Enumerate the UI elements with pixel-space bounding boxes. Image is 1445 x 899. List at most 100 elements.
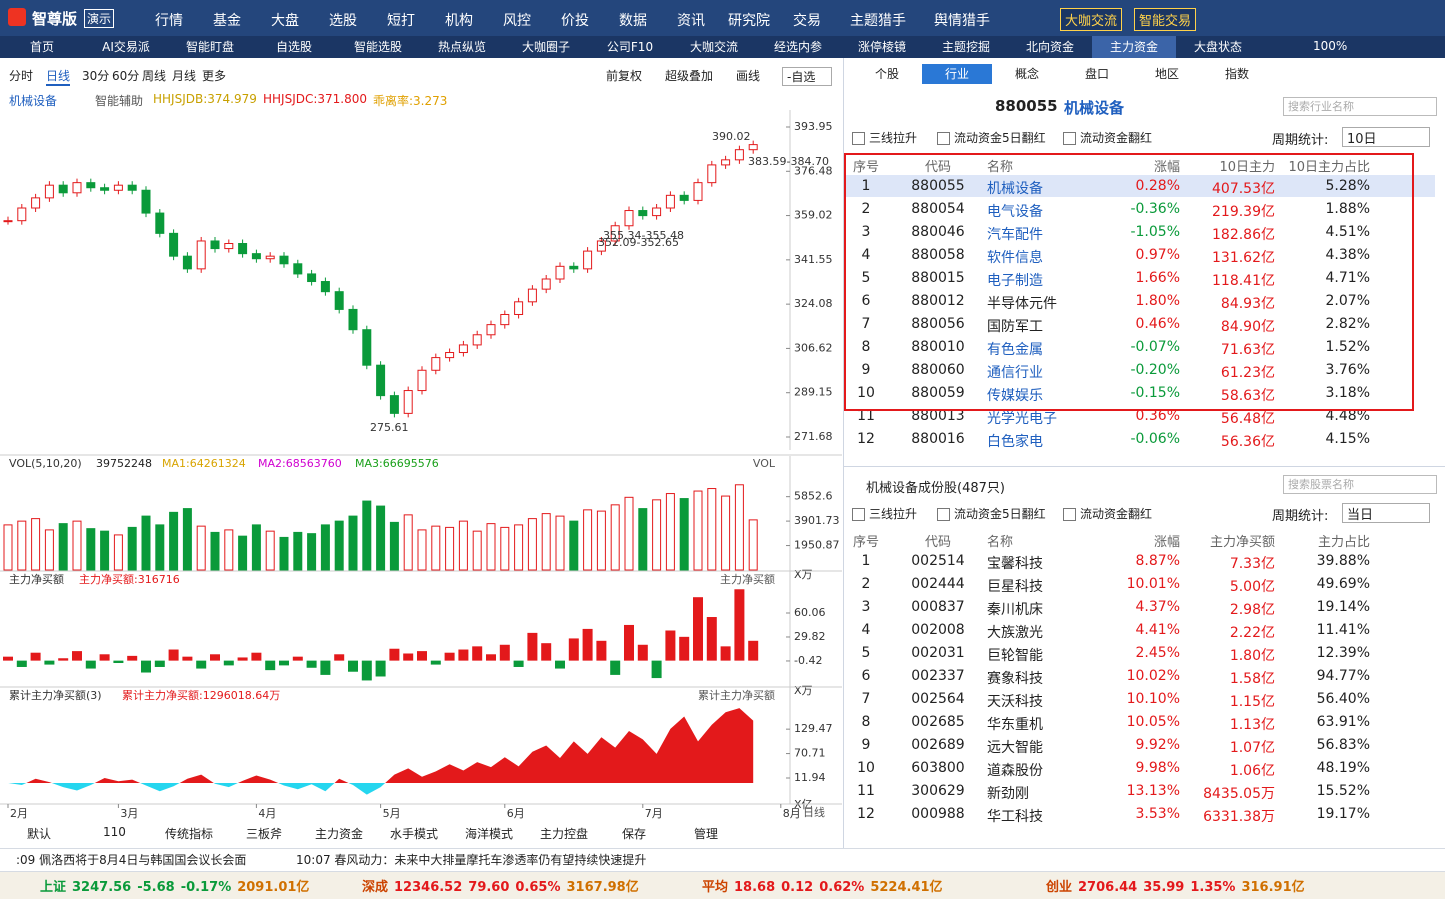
table-cell: 1.80% xyxy=(1135,293,1180,309)
search-box[interactable]: 搜索股票名称 xyxy=(1283,475,1437,494)
search-box[interactable]: 搜索行业名称 xyxy=(1283,97,1437,116)
table-cell: 11.41% xyxy=(1316,622,1370,638)
period-button[interactable]: 周线 xyxy=(142,69,167,83)
checkbox[interactable]: 流动资金翻红 xyxy=(1063,505,1152,522)
period-select[interactable]: 10日 xyxy=(1342,127,1430,147)
table-cell: 219.39亿 xyxy=(1212,204,1275,220)
news-item[interactable]: 10:07 春风动力：未来中大排量摩托车渗透率仍有望持续快速提升 xyxy=(296,853,647,867)
bottom-tab[interactable]: 110 xyxy=(103,825,126,839)
table-cell: 1.52% xyxy=(1325,339,1370,355)
table-header: 名称 xyxy=(987,160,1014,175)
menu-item[interactable]: 风控 xyxy=(503,13,531,29)
table-cell: 15.52% xyxy=(1316,783,1370,799)
news-item[interactable]: :09 佩洛西将于8月4日与韩国国会议长会面 xyxy=(16,853,247,867)
right-tab[interactable]: 地区 xyxy=(1154,67,1179,81)
bottom-tab[interactable]: 传统指标 xyxy=(165,827,214,841)
tab[interactable]: 北向资金 xyxy=(1025,40,1074,54)
toolbar-button[interactable]: -自选 xyxy=(782,67,833,86)
tab[interactable]: AI交易派 xyxy=(102,40,150,54)
quote-pct: -0.17% xyxy=(180,880,232,895)
period-button[interactable]: 分时 xyxy=(9,69,34,83)
checkbox-label: 流动资金5日翻红 xyxy=(954,507,1046,521)
menu-item[interactable]: 行情 xyxy=(155,13,183,29)
checkbox-label: 流动资金5日翻红 xyxy=(954,131,1046,145)
menu-item[interactable]: 舆情猎手 xyxy=(934,13,990,29)
tab[interactable]: 智能选股 xyxy=(353,40,402,54)
quote-amount: 5224.41亿 xyxy=(870,880,943,895)
right-tab[interactable]: 指数 xyxy=(1224,67,1249,81)
menu-item[interactable]: 选股 xyxy=(329,13,357,29)
bottom-tab[interactable]: 主力控盘 xyxy=(540,827,589,841)
index-quote: 上证 3247.56 -5.68 -0.17% 2091.01亿 xyxy=(40,876,315,895)
period-button[interactable]: 日线 xyxy=(46,67,71,86)
table-cell: 白色家电 xyxy=(987,434,1043,450)
menu-item[interactable]: 价投 xyxy=(561,13,589,29)
tab[interactable]: 热点纵览 xyxy=(437,40,486,54)
tab[interactable]: 大咖圈子 xyxy=(521,40,570,54)
menu-item[interactable]: 主题猎手 xyxy=(850,13,906,29)
table-cell: 新劲刚 xyxy=(987,786,1029,802)
checkbox-label: 流动资金翻红 xyxy=(1080,131,1153,145)
bottom-tab[interactable]: 海洋模式 xyxy=(465,827,514,841)
tab[interactable]: 公司F10 xyxy=(606,40,654,54)
checkbox[interactable]: 三线拉升 xyxy=(852,129,917,146)
menu-item[interactable]: 交易 xyxy=(793,13,821,29)
tab-bar xyxy=(0,36,1445,58)
tab[interactable]: 主力资金 xyxy=(1092,36,1176,58)
right-tab[interactable]: 概念 xyxy=(1014,67,1039,81)
bottom-tab[interactable]: 三板斧 xyxy=(246,827,283,841)
tab[interactable]: 自选股 xyxy=(275,40,312,54)
tab[interactable]: 大盘状态 xyxy=(1193,40,1242,54)
period-button[interactable]: 60分 xyxy=(112,69,140,83)
top-button[interactable]: 大咖交流 xyxy=(1060,8,1123,31)
table-cell: 4.48% xyxy=(1325,408,1370,424)
period-select[interactable]: 当日 xyxy=(1342,503,1430,523)
right-tab[interactable]: 个股 xyxy=(874,67,899,81)
menu-item[interactable]: 资讯 xyxy=(677,13,705,29)
table-cell: -0.15% xyxy=(1130,385,1180,401)
table-header: 主力占比 xyxy=(1317,535,1370,550)
menu-item[interactable]: 研究院 xyxy=(728,13,770,29)
period-button[interactable]: 更多 xyxy=(202,69,227,83)
bottom-tab[interactable]: 主力资金 xyxy=(315,827,364,841)
top-button[interactable]: 智能交易 xyxy=(1134,8,1197,31)
bottom-tab[interactable]: 管理 xyxy=(694,827,719,841)
tab[interactable]: 大咖交流 xyxy=(689,40,738,54)
tab[interactable]: 智能盯盘 xyxy=(185,40,234,54)
right-tab[interactable]: 盘口 xyxy=(1084,67,1109,81)
table-cell: 11 xyxy=(857,783,875,799)
quote-name: 上证 xyxy=(40,880,67,895)
table-cell: 5.00亿 xyxy=(1229,579,1275,595)
bottom-tab[interactable]: 默认 xyxy=(27,827,52,841)
table-cell: 880012 xyxy=(911,293,965,309)
checkbox[interactable]: 流动资金5日翻红 xyxy=(937,129,1046,146)
menu-item[interactable]: 机构 xyxy=(445,13,473,29)
checkbox[interactable]: 三线拉升 xyxy=(852,505,917,522)
period-button[interactable]: 月线 xyxy=(172,69,197,83)
table-cell: 56.83% xyxy=(1316,737,1370,753)
bottom-tab[interactable]: 保存 xyxy=(622,827,647,841)
table-cell: 传媒娱乐 xyxy=(987,388,1043,404)
checkbox[interactable]: 流动资金5日翻红 xyxy=(937,505,1046,522)
menu-item[interactable]: 大盘 xyxy=(271,13,299,29)
table-cell: 4.51% xyxy=(1325,224,1370,240)
right-tab[interactable]: 行业 xyxy=(922,64,992,84)
menu-item[interactable]: 基金 xyxy=(213,13,241,29)
bottom-tab[interactable]: 水手模式 xyxy=(390,827,439,841)
tab[interactable]: 经选内参 xyxy=(773,40,822,54)
table-cell: 天沃科技 xyxy=(987,694,1043,710)
checkbox-label: 三线拉升 xyxy=(869,131,918,145)
toolbar-button[interactable]: 画线 xyxy=(736,69,761,83)
table-cell: 880055 xyxy=(911,178,965,194)
toolbar-button[interactable]: 前复权 xyxy=(606,69,643,83)
tab[interactable]: 首页 xyxy=(29,40,54,54)
index-quote: 平均 18.68 0.12 0.62% 5224.41亿 xyxy=(702,876,949,895)
tab[interactable]: 涨停棱镜 xyxy=(857,40,906,54)
tab[interactable]: 主题挖掘 xyxy=(941,40,990,54)
period-button[interactable]: 30分 xyxy=(82,69,110,83)
menu-item[interactable]: 数据 xyxy=(619,13,647,29)
menu-item[interactable]: 短打 xyxy=(387,13,415,29)
table-cell: 13.13% xyxy=(1126,783,1180,799)
checkbox[interactable]: 流动资金翻红 xyxy=(1063,129,1152,146)
toolbar-button[interactable]: 超级叠加 xyxy=(665,69,714,83)
